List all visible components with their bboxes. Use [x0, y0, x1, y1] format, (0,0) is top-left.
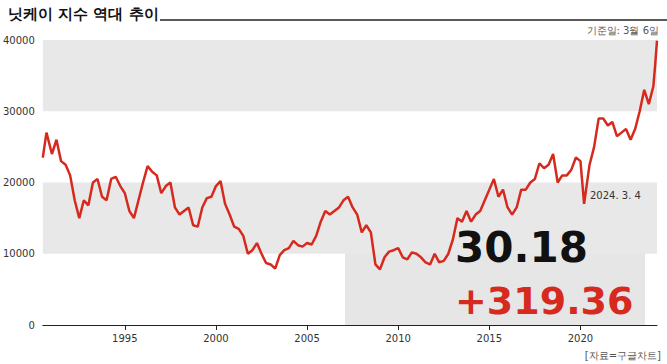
svg-text:기준일: 3월 6일: 기준일: 3월 6일 [587, 25, 659, 36]
svg-text:30.18: 30.18 [455, 223, 588, 272]
svg-text:30000: 30000 [3, 106, 35, 117]
svg-text:2015: 2015 [477, 333, 502, 344]
svg-text:10000: 10000 [3, 248, 35, 259]
svg-text:2005: 2005 [294, 333, 319, 344]
svg-text:0: 0 [28, 320, 34, 331]
svg-text:+319.36: +319.36 [455, 279, 633, 323]
svg-text:[자료=구글차트]: [자료=구글차트] [585, 350, 661, 361]
svg-text:2000: 2000 [203, 333, 228, 344]
svg-text:2024. 3. 4: 2024. 3. 4 [590, 190, 641, 201]
svg-text:20000: 20000 [3, 177, 35, 188]
svg-text:40000: 40000 [3, 35, 35, 46]
svg-text:닛케이 지수 역대 추이: 닛케이 지수 역대 추이 [8, 5, 159, 23]
svg-text:2020: 2020 [568, 333, 593, 344]
svg-text:1995: 1995 [112, 333, 137, 344]
svg-text:2010: 2010 [385, 333, 410, 344]
